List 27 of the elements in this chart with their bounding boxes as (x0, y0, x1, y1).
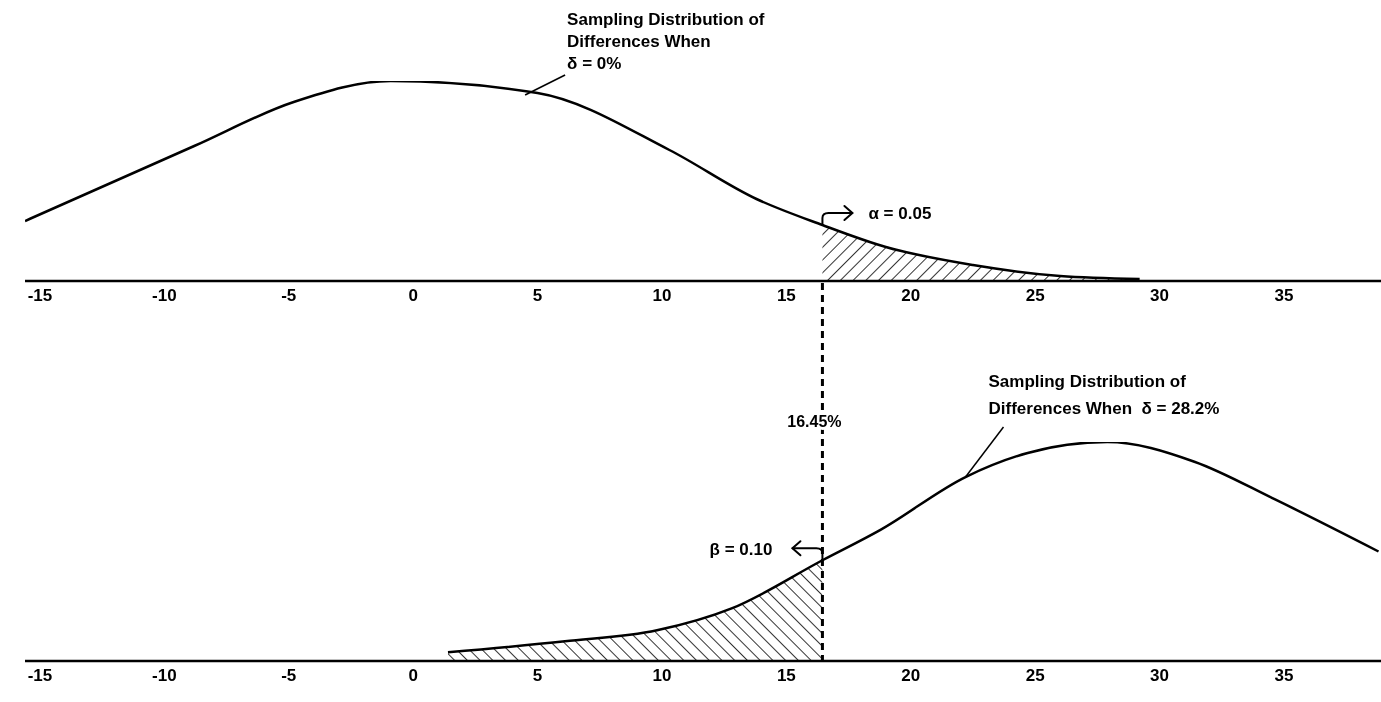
x-tick-label: 25 (1025, 286, 1045, 306)
x-tick-label: 30 (1150, 286, 1170, 306)
x-tick-label: 5 (532, 286, 543, 306)
x-tick-label: -5 (281, 286, 297, 306)
x-tick-label: 10 (652, 666, 672, 686)
x-tick-label: 15 (776, 666, 796, 686)
annotation: β = 0.10 (709, 540, 773, 560)
x-tick-label: 0 (408, 286, 418, 306)
x-tick-label: 5 (532, 666, 543, 686)
x-tick-label: 35 (1274, 666, 1294, 686)
x-tick-label: -10 (152, 286, 177, 306)
x-tick-label: 20 (901, 286, 921, 306)
annotation: α = 0.05 (868, 204, 932, 223)
x-tick-label: -15 (27, 666, 53, 686)
x-tick-label: 20 (901, 666, 921, 686)
x-tick-label: 25 (1025, 666, 1045, 686)
x-tick-label: 35 (1274, 286, 1294, 306)
x-tick-label: -10 (152, 666, 177, 686)
ref-line-label: 16.45% (787, 413, 842, 430)
x-tick-label: 0 (408, 666, 418, 686)
x-tick-label: 30 (1150, 666, 1170, 686)
x-tick-label: -5 (281, 666, 297, 686)
x-tick-label: 10 (652, 286, 672, 306)
x-tick-label: 15 (776, 286, 796, 306)
annotation: Sampling Distribution of Differences When δ = 0% (567, 10, 765, 73)
x-tick-label: -15 (27, 286, 53, 306)
annotation: Sampling Distribution of Differences When δ = 28.2% (988, 372, 1220, 419)
